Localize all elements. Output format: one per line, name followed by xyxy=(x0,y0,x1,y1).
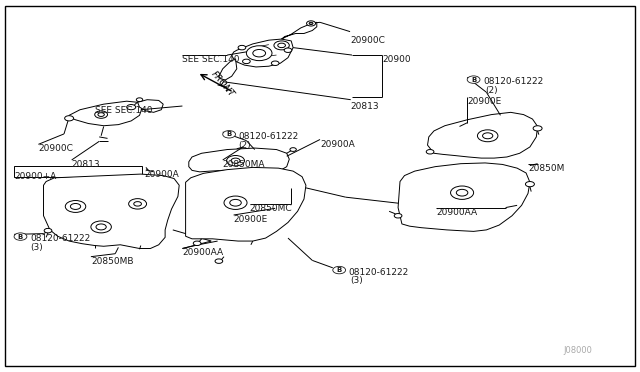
Circle shape xyxy=(95,111,108,118)
Text: 08120-61222: 08120-61222 xyxy=(349,268,409,277)
Circle shape xyxy=(274,41,289,50)
Text: FRONT: FRONT xyxy=(209,69,236,98)
Circle shape xyxy=(230,199,241,206)
Polygon shape xyxy=(138,100,163,112)
Circle shape xyxy=(14,233,27,240)
Text: 20900A: 20900A xyxy=(320,140,355,148)
Polygon shape xyxy=(428,112,538,158)
Circle shape xyxy=(477,130,498,142)
Circle shape xyxy=(307,21,316,26)
Circle shape xyxy=(96,224,106,230)
Polygon shape xyxy=(186,167,306,241)
Polygon shape xyxy=(232,39,293,67)
Circle shape xyxy=(253,49,266,57)
Text: 08120-61222: 08120-61222 xyxy=(30,234,90,243)
Text: B: B xyxy=(18,234,23,240)
Circle shape xyxy=(136,98,143,102)
Text: B: B xyxy=(337,267,342,273)
Circle shape xyxy=(309,22,313,25)
Text: 20900C: 20900C xyxy=(38,144,73,153)
Text: J08000: J08000 xyxy=(563,346,592,355)
Circle shape xyxy=(134,202,141,206)
Circle shape xyxy=(44,228,52,233)
Circle shape xyxy=(238,45,246,50)
Circle shape xyxy=(525,182,534,187)
Text: 20900A: 20900A xyxy=(144,170,179,179)
Text: 20900E: 20900E xyxy=(467,97,502,106)
Circle shape xyxy=(467,76,480,83)
Text: SEE SEC.140: SEE SEC.140 xyxy=(95,106,152,115)
Circle shape xyxy=(70,203,81,209)
Circle shape xyxy=(333,266,346,274)
Text: 20900+A: 20900+A xyxy=(14,172,56,181)
Circle shape xyxy=(451,186,474,199)
Text: B: B xyxy=(471,77,476,83)
Circle shape xyxy=(65,116,74,121)
Circle shape xyxy=(127,105,136,110)
Text: (2): (2) xyxy=(239,141,252,150)
Circle shape xyxy=(231,158,240,163)
Text: (3): (3) xyxy=(351,276,364,285)
Circle shape xyxy=(426,150,434,154)
Text: (2): (2) xyxy=(485,86,498,95)
Text: 20900AA: 20900AA xyxy=(436,208,477,217)
Circle shape xyxy=(91,221,111,233)
Polygon shape xyxy=(69,101,142,126)
Text: 20900AA: 20900AA xyxy=(182,248,223,257)
Circle shape xyxy=(394,214,402,218)
Text: 20900E: 20900E xyxy=(234,215,268,224)
Text: 20900: 20900 xyxy=(382,55,411,64)
Circle shape xyxy=(227,155,244,166)
Circle shape xyxy=(243,59,250,64)
Text: SEE SEC.140: SEE SEC.140 xyxy=(182,55,240,64)
Circle shape xyxy=(271,61,279,65)
Circle shape xyxy=(456,189,468,196)
Circle shape xyxy=(224,196,247,209)
Text: 20850MC: 20850MC xyxy=(250,204,292,213)
Text: 08120-61222: 08120-61222 xyxy=(239,132,299,141)
Polygon shape xyxy=(282,22,317,39)
Bar xyxy=(14,166,142,177)
Polygon shape xyxy=(189,148,289,172)
Circle shape xyxy=(215,259,223,263)
Circle shape xyxy=(65,201,86,212)
Circle shape xyxy=(193,241,201,246)
Text: B: B xyxy=(227,131,232,137)
Text: 20900C: 20900C xyxy=(351,36,385,45)
Text: 20813: 20813 xyxy=(72,160,100,169)
Circle shape xyxy=(533,126,542,131)
Polygon shape xyxy=(398,163,530,231)
Circle shape xyxy=(290,148,296,151)
Circle shape xyxy=(129,199,147,209)
Polygon shape xyxy=(44,174,179,248)
Circle shape xyxy=(98,113,104,116)
Text: 20813: 20813 xyxy=(351,102,380,111)
Text: 20850M: 20850M xyxy=(528,164,564,173)
Circle shape xyxy=(284,48,292,52)
Text: 20850MA: 20850MA xyxy=(223,160,265,169)
Circle shape xyxy=(278,43,285,48)
Text: 20850MB: 20850MB xyxy=(91,257,133,266)
Text: 08120-61222: 08120-61222 xyxy=(483,77,543,86)
Circle shape xyxy=(483,133,493,139)
Polygon shape xyxy=(219,59,237,80)
Circle shape xyxy=(223,131,236,138)
Text: (3): (3) xyxy=(31,243,44,251)
Circle shape xyxy=(246,46,272,61)
